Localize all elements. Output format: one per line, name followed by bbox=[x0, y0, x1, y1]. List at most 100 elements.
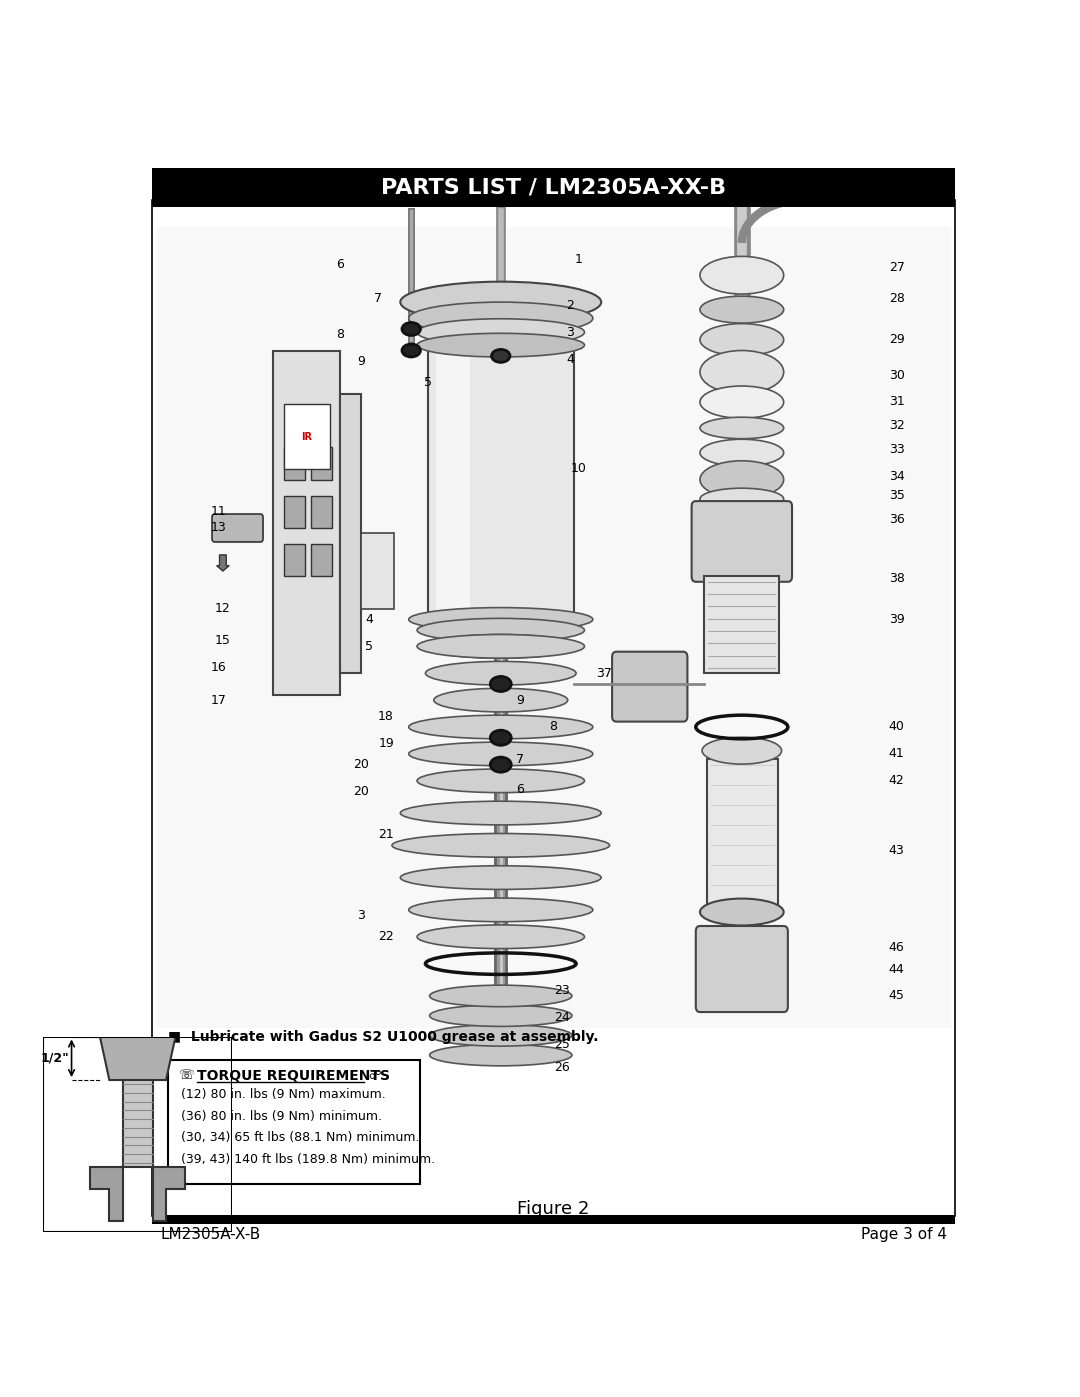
Text: 42: 42 bbox=[889, 774, 905, 788]
Text: 32: 32 bbox=[889, 419, 905, 432]
Ellipse shape bbox=[700, 439, 784, 467]
Text: 38: 38 bbox=[889, 571, 905, 585]
Text: ☏: ☏ bbox=[178, 1069, 198, 1083]
Text: 40: 40 bbox=[889, 721, 905, 733]
Text: 12: 12 bbox=[215, 602, 231, 615]
Polygon shape bbox=[153, 1166, 185, 1221]
Text: 1/2": 1/2" bbox=[40, 1052, 69, 1065]
Text: TORQUE REQUIREMENTS: TORQUE REQUIREMENTS bbox=[197, 1069, 390, 1083]
Ellipse shape bbox=[402, 344, 420, 358]
Ellipse shape bbox=[417, 768, 584, 792]
Text: 16: 16 bbox=[211, 661, 227, 675]
FancyBboxPatch shape bbox=[691, 502, 792, 581]
Ellipse shape bbox=[434, 689, 568, 712]
Text: 43: 43 bbox=[889, 844, 905, 858]
Text: 13: 13 bbox=[211, 521, 227, 535]
Bar bbox=[151, 168, 956, 207]
Text: 31: 31 bbox=[889, 394, 905, 408]
Text: 7: 7 bbox=[516, 753, 524, 766]
Bar bbox=[311, 545, 332, 577]
Bar bbox=[284, 447, 305, 479]
Bar bbox=[284, 545, 305, 577]
Text: 44: 44 bbox=[889, 963, 905, 975]
Text: 5: 5 bbox=[424, 376, 432, 390]
Text: 6: 6 bbox=[516, 782, 524, 796]
Ellipse shape bbox=[700, 461, 784, 499]
Text: 24: 24 bbox=[554, 1011, 570, 1024]
Ellipse shape bbox=[700, 296, 784, 323]
Text: 2: 2 bbox=[566, 299, 575, 312]
Text: 9: 9 bbox=[357, 355, 365, 367]
Text: 34: 34 bbox=[889, 469, 905, 483]
Bar bbox=[151, 1215, 956, 1224]
Polygon shape bbox=[100, 1037, 175, 1080]
Ellipse shape bbox=[700, 324, 784, 356]
Bar bbox=[168, 1060, 420, 1185]
Text: 6: 6 bbox=[336, 258, 345, 271]
Ellipse shape bbox=[490, 757, 511, 773]
Ellipse shape bbox=[430, 985, 572, 1007]
Bar bbox=[311, 447, 332, 479]
Ellipse shape bbox=[430, 1024, 572, 1046]
Text: 41: 41 bbox=[889, 747, 905, 760]
Text: 10: 10 bbox=[570, 462, 586, 475]
Text: 33: 33 bbox=[889, 443, 905, 455]
Text: 20: 20 bbox=[353, 759, 369, 771]
Ellipse shape bbox=[417, 925, 584, 949]
Text: 35: 35 bbox=[889, 489, 905, 503]
Bar bbox=[428, 307, 575, 615]
Ellipse shape bbox=[417, 334, 584, 358]
Text: 3: 3 bbox=[357, 908, 365, 922]
Text: 26: 26 bbox=[554, 1062, 570, 1074]
Ellipse shape bbox=[392, 834, 609, 858]
Text: Figure 2: Figure 2 bbox=[517, 1200, 590, 1218]
Text: 3: 3 bbox=[566, 326, 575, 338]
Text: 8: 8 bbox=[336, 328, 345, 341]
Text: 20: 20 bbox=[353, 785, 369, 798]
Ellipse shape bbox=[408, 742, 593, 766]
Ellipse shape bbox=[490, 731, 511, 745]
Polygon shape bbox=[123, 1080, 153, 1166]
Bar bbox=[273, 351, 340, 694]
Ellipse shape bbox=[426, 661, 576, 685]
Bar bbox=[340, 394, 361, 673]
Bar bbox=[706, 760, 778, 909]
Text: 23: 23 bbox=[554, 983, 570, 997]
Ellipse shape bbox=[401, 802, 602, 824]
Ellipse shape bbox=[700, 351, 784, 394]
Ellipse shape bbox=[426, 634, 576, 658]
Text: 4: 4 bbox=[566, 352, 575, 366]
Text: 25: 25 bbox=[554, 1038, 570, 1051]
Text: 22: 22 bbox=[378, 930, 394, 943]
Ellipse shape bbox=[702, 738, 782, 764]
Bar bbox=[361, 534, 394, 609]
Ellipse shape bbox=[700, 898, 784, 925]
Bar bbox=[704, 577, 780, 673]
Text: PARTS LIST / LM2305A-XX-B: PARTS LIST / LM2305A-XX-B bbox=[381, 177, 726, 197]
Ellipse shape bbox=[408, 302, 593, 334]
Ellipse shape bbox=[408, 898, 593, 922]
Text: 19: 19 bbox=[378, 736, 394, 750]
Bar bbox=[284, 496, 305, 528]
Text: 45: 45 bbox=[889, 989, 905, 1003]
Text: (39, 43) 140 ft lbs (189.8 Nm) minimum.: (39, 43) 140 ft lbs (189.8 Nm) minimum. bbox=[181, 1153, 435, 1166]
Text: 1: 1 bbox=[575, 253, 582, 265]
Text: 37: 37 bbox=[596, 666, 611, 680]
Ellipse shape bbox=[700, 257, 784, 293]
Text: Page 3 of 4: Page 3 of 4 bbox=[861, 1227, 947, 1242]
Text: 29: 29 bbox=[889, 334, 905, 346]
FancyBboxPatch shape bbox=[212, 514, 264, 542]
Ellipse shape bbox=[402, 323, 420, 335]
Text: 36: 36 bbox=[889, 513, 905, 525]
Text: 46: 46 bbox=[889, 942, 905, 954]
Text: 27: 27 bbox=[889, 261, 905, 274]
Bar bbox=[311, 496, 332, 528]
Bar bbox=[156, 226, 951, 1028]
Text: 7: 7 bbox=[374, 292, 381, 306]
Text: 9: 9 bbox=[516, 693, 524, 707]
Text: (36) 80 in. lbs (9 Nm) minimum.: (36) 80 in. lbs (9 Nm) minimum. bbox=[181, 1109, 382, 1123]
Ellipse shape bbox=[417, 319, 584, 345]
Ellipse shape bbox=[408, 715, 593, 739]
Text: 28: 28 bbox=[889, 292, 905, 306]
Ellipse shape bbox=[700, 488, 784, 510]
